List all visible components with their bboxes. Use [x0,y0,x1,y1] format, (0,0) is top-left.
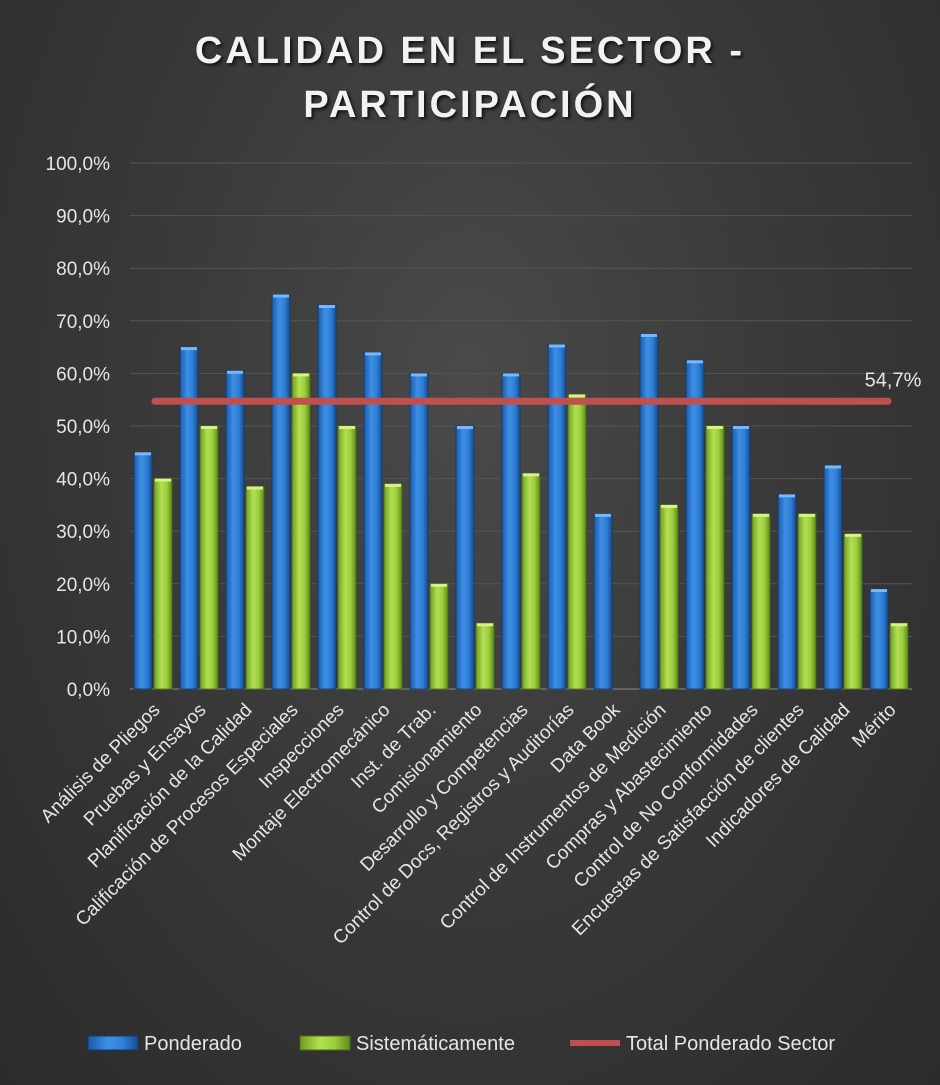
bar-top-highlight [753,513,769,517]
bar-ponderado [639,333,659,690]
bar-sistematicamente [429,583,449,690]
y-tick-label: 40,0% [56,470,110,491]
bar-top-highlight [707,426,723,429]
bar-top-highlight [431,583,447,587]
bar-top-highlight [871,589,887,593]
bar-ponderado [455,425,475,690]
bar-ponderado [271,294,291,690]
y-tick-label: 20,0% [56,575,110,596]
bar-top-highlight [135,452,151,456]
chart-title-line-1: CALIDAD EN EL SECTOR - [194,30,746,72]
bar-top-highlight [523,473,539,477]
bar-top-highlight [687,360,703,364]
bar-sistematicamente [659,504,679,690]
bar-ponderado [501,372,521,690]
y-tick-label: 60,0% [56,364,110,385]
x-category-label: Mérito [848,700,900,752]
bar-top-highlight [845,533,861,537]
bar-ponderado [869,588,889,690]
bar-top-highlight [365,352,381,356]
bar-ponderado [317,304,337,690]
bar-top-highlight [891,623,907,627]
bar-top-highlight [549,344,565,348]
bar-sistematicamente [843,533,863,690]
bar-top-highlight [385,483,401,487]
bar-top-highlight [293,373,309,377]
bar-top-highlight [503,373,519,377]
reference-line-group: 54,7% [151,369,922,405]
legend-swatch [299,1035,351,1051]
bar-top-highlight [319,305,335,309]
bar-sistematicamente [245,486,265,690]
bar-sistematicamente [567,394,587,690]
y-tick-label: 10,0% [56,627,110,648]
y-tick-label: 80,0% [56,259,110,280]
bar-top-highlight [641,333,657,337]
y-tick-label: 70,0% [56,312,110,333]
bar-sistematicamente [751,513,771,690]
bar-top-highlight [457,426,473,429]
bar-ponderado [685,359,705,690]
y-tick-label: 50,0% [56,417,110,438]
bar-ponderado [777,493,797,690]
bar-sistematicamente [383,483,403,690]
bar-sistematicamente [705,425,725,690]
y-tick-label: 100,0% [46,154,111,175]
bar-ponderado [409,372,429,690]
chart-title-line-2: PARTICIPACIÓN [303,84,637,126]
bar-sistematicamente [291,372,311,690]
bar-sistematicamente [337,425,357,690]
bar-top-highlight [227,370,243,374]
bar-top-highlight [661,504,677,508]
bars [133,294,909,690]
bar-top-highlight [825,465,841,469]
y-tick-label: 90,0% [56,207,110,228]
y-axis-labels: 0,0% 10,0% 20,0% 30,0% 40,0% 50,0% 60,0% 70,0% 8… [46,154,111,701]
bar-ponderado [133,451,153,690]
bar-top-highlight [799,513,815,517]
legend-item-sistematicamente: Sistemáticamente [356,1033,515,1055]
legend-item-ponderado: Ponderado [144,1033,242,1055]
bar-top-highlight [339,426,355,429]
bar-top-highlight [155,478,171,482]
bar-top-highlight [181,347,197,351]
bar-sistematicamente [889,622,909,690]
bar-ponderado [823,465,843,690]
bar-top-highlight [779,494,795,498]
bar-sistematicamente [521,472,541,690]
legend-item-total: Total Ponderado Sector [626,1033,835,1055]
legend-swatch [87,1035,139,1051]
y-tick-label: 30,0% [56,522,110,543]
bar-ponderado [547,344,567,690]
bar-top-highlight [201,426,217,429]
bar-top-highlight [273,294,289,298]
reference-line-label: 54,7% [865,369,922,391]
bar-ponderado [225,370,245,690]
bar-sistematicamente [475,622,495,690]
bar-sistematicamente [199,425,219,690]
bar-top-highlight [247,486,263,490]
bar-ponderado [593,513,613,690]
bar-top-highlight [733,426,749,429]
bar-top-highlight [477,623,493,627]
bar-top-highlight [569,394,585,398]
bar-ponderado [731,425,751,690]
bar-sistematicamente [797,513,817,690]
y-tick-label: 0,0% [67,680,110,701]
bar-top-highlight [411,373,427,377]
bar-top-highlight [595,513,611,517]
legend: Ponderado Sistemáticamente Total Ponderado… [87,1033,835,1055]
bar-sistematicamente [153,478,173,690]
